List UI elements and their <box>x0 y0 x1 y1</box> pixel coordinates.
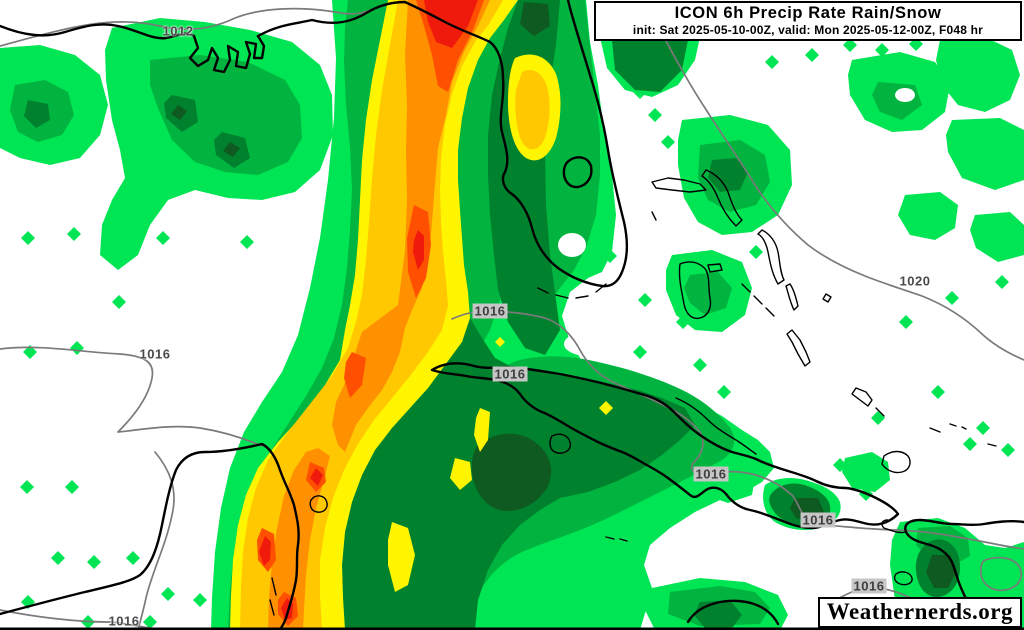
precip-holes <box>558 88 915 356</box>
map-frame-bottom <box>0 627 1024 630</box>
exuma-chain <box>741 283 775 317</box>
florida-keys <box>537 283 607 299</box>
andros <box>678 261 712 320</box>
crooked-acklins <box>851 387 885 417</box>
precip-darkest-green-layer <box>171 2 956 588</box>
watermark: Weathernerds.org <box>817 597 1022 628</box>
eleuthera <box>757 229 785 285</box>
yucatan-coast <box>0 442 300 630</box>
long-island-bahamas <box>786 329 811 367</box>
florida-east-coast <box>566 0 628 288</box>
belize-cays <box>269 577 277 616</box>
new-providence <box>707 263 723 273</box>
lake-okeechobee <box>562 156 593 189</box>
mayaguana-area <box>929 423 997 447</box>
isobar-layer <box>0 7 1024 630</box>
cuba-coast <box>430 362 900 530</box>
isla-de-la-juventud <box>549 433 572 454</box>
cayman-islands <box>605 536 628 542</box>
gonave-island <box>893 571 913 586</box>
mississippi-delta <box>188 34 266 74</box>
isobar-1016-bottomleft <box>0 609 151 629</box>
san-salvador <box>822 293 832 303</box>
grand-bahama <box>651 177 707 193</box>
cozumel-island <box>309 495 328 513</box>
bimini <box>651 211 657 221</box>
isobar-1016-yucatan <box>137 451 175 630</box>
isobar-1020 <box>663 36 1024 361</box>
isobar-1016-florida-cuba <box>451 309 1024 550</box>
florida-west-coast <box>499 76 604 288</box>
cat-island <box>785 283 799 311</box>
haiti-nw-tip <box>881 519 907 534</box>
map-title: ICON 6h Precip Rate Rain/Snow <box>674 4 942 22</box>
abaco <box>701 169 743 227</box>
gulf-coast <box>0 23 196 40</box>
map-subtitle: init: Sat 2025-05-10-00Z, valid: Mon 202… <box>632 23 984 37</box>
isobar-1016-gulf <box>0 346 263 447</box>
cuba-north-cays <box>675 397 757 455</box>
jamaica-coast <box>686 599 780 626</box>
title-box: ICON 6h Precip Rate Rain/Snow init: Sat … <box>594 1 1022 41</box>
coast-ms-al-fl <box>256 0 505 80</box>
great-inagua <box>881 450 911 474</box>
